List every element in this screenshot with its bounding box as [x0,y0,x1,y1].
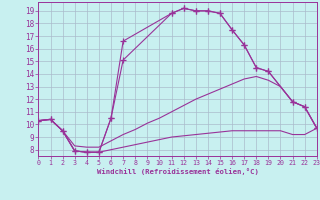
X-axis label: Windchill (Refroidissement éolien,°C): Windchill (Refroidissement éolien,°C) [97,168,259,175]
